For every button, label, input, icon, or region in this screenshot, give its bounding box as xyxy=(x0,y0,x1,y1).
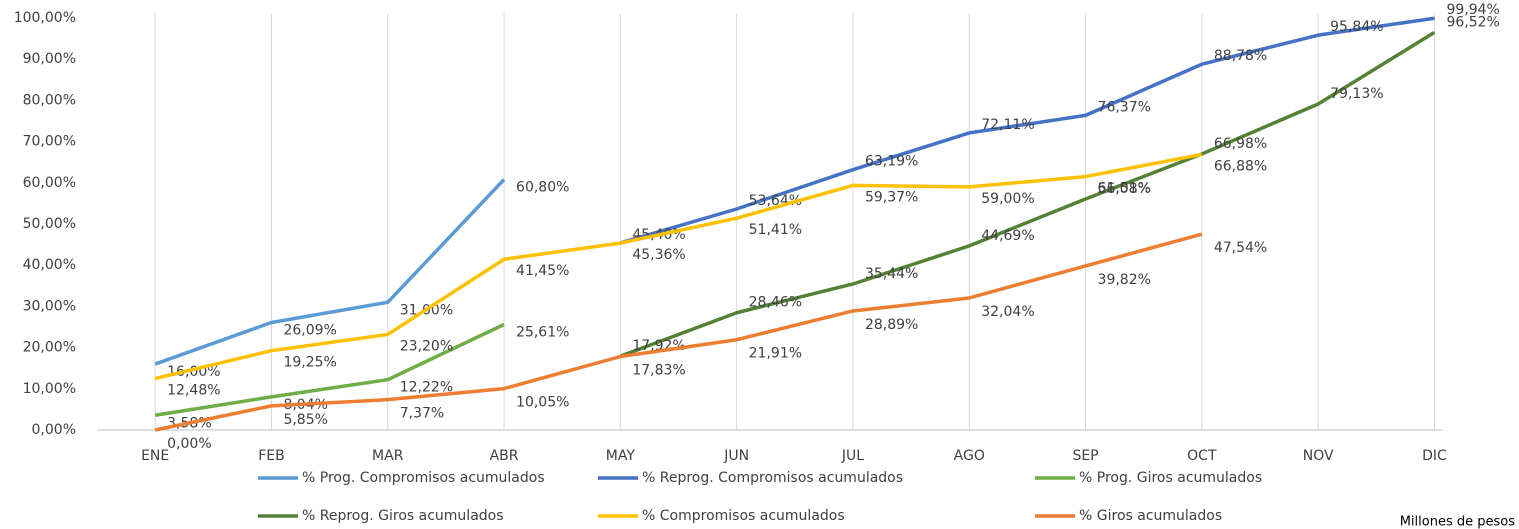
note: Millones de pesos xyxy=(1400,515,1516,529)
data-label: 35,44% xyxy=(865,266,918,282)
y-tick-label: 50,00% xyxy=(23,216,76,232)
data-label: 96,52% xyxy=(1446,14,1499,30)
data-label: 44,69% xyxy=(981,228,1034,244)
data-label: 12,48% xyxy=(167,383,220,399)
y-tick-label: 60,00% xyxy=(23,175,76,191)
data-label: 56,08% xyxy=(1098,181,1151,197)
data-label: 23,20% xyxy=(400,338,453,354)
y-tick-label: 40,00% xyxy=(23,257,76,273)
data-label: 26,09% xyxy=(283,323,336,339)
x-tick-label: JUN xyxy=(723,448,749,464)
series-line xyxy=(619,30,1436,358)
y-tick-label: 10,00% xyxy=(23,381,76,397)
data-label: 7,37% xyxy=(400,406,444,422)
data-label: 47,54% xyxy=(1214,240,1267,256)
data-label: 63,19% xyxy=(865,154,918,170)
x-tick-label: JUL xyxy=(841,448,864,464)
data-label: 60,80% xyxy=(516,180,569,196)
x-tick-label: FEB xyxy=(258,448,285,464)
series-line xyxy=(619,16,1435,245)
data-label: 19,25% xyxy=(283,355,336,371)
data-label: 41,45% xyxy=(516,263,569,279)
data-label: 79,13% xyxy=(1330,86,1383,102)
x-tick-label: NOV xyxy=(1303,448,1334,464)
data-label: 25,61% xyxy=(516,324,569,340)
data-label: 10,05% xyxy=(516,395,569,411)
data-label: 99,94% xyxy=(1446,2,1499,18)
data-label: 45,36% xyxy=(632,247,685,263)
x-tick-label: DIC xyxy=(1422,448,1447,464)
x-tick-label: MAY xyxy=(606,448,636,464)
data-label: 17,83% xyxy=(632,363,685,379)
series-line xyxy=(154,178,506,366)
y-tick-label: 70,00% xyxy=(23,134,76,150)
x-tick-label: ABR xyxy=(490,448,519,464)
data-label: 32,04% xyxy=(981,304,1034,320)
legend-label: % Reprog. Compromisos acumulados xyxy=(642,470,903,486)
series-line xyxy=(154,322,505,417)
y-tick-label: 100,00% xyxy=(14,10,76,26)
y-tick-label: 20,00% xyxy=(23,340,76,356)
legend-label: % Giros acumulados xyxy=(1079,508,1222,524)
legend-label: % Prog. Giros acumulados xyxy=(1079,470,1262,486)
data-label: 51,41% xyxy=(749,222,802,238)
y-tick-label: 30,00% xyxy=(23,298,76,314)
data-label: 59,00% xyxy=(981,191,1034,207)
data-label: 72,11% xyxy=(981,117,1034,133)
data-label: 76,37% xyxy=(1098,99,1151,115)
data-label: 66,88% xyxy=(1214,158,1267,174)
data-label: 28,89% xyxy=(865,317,918,333)
y-tick-label: 0,00% xyxy=(32,422,76,438)
series-line xyxy=(154,152,1203,381)
y-tick-label: 90,00% xyxy=(23,51,76,67)
x-tick-label: OCT xyxy=(1187,448,1217,464)
x-tick-label: AGO xyxy=(954,448,985,464)
data-label: 88,78% xyxy=(1214,48,1267,64)
data-label: 66,98% xyxy=(1214,136,1267,152)
data-label: 16,00% xyxy=(167,364,220,380)
legend-label: % Reprog. Giros acumulados xyxy=(302,508,504,524)
x-tick-label: SEP xyxy=(1072,448,1098,464)
data-label: 12,22% xyxy=(400,380,453,396)
y-tick-label: 80,00% xyxy=(23,92,76,108)
legend-label: % Compromisos acumulados xyxy=(642,508,845,524)
series-line xyxy=(154,232,1203,432)
legend-label: % Prog. Compromisos acumulados xyxy=(302,470,545,486)
data-label: 5,85% xyxy=(283,412,327,428)
data-label: 0,00% xyxy=(167,436,211,452)
x-tick-label: ENE xyxy=(141,448,169,464)
data-label: 61,51% xyxy=(1098,181,1151,197)
x-tick-label: MAR xyxy=(372,448,404,464)
data-label: 59,37% xyxy=(865,189,918,205)
data-label: 28,46% xyxy=(749,295,802,311)
data-label: 21,91% xyxy=(749,346,802,362)
data-label: 95,84% xyxy=(1330,19,1383,35)
data-label: 39,82% xyxy=(1098,272,1151,288)
